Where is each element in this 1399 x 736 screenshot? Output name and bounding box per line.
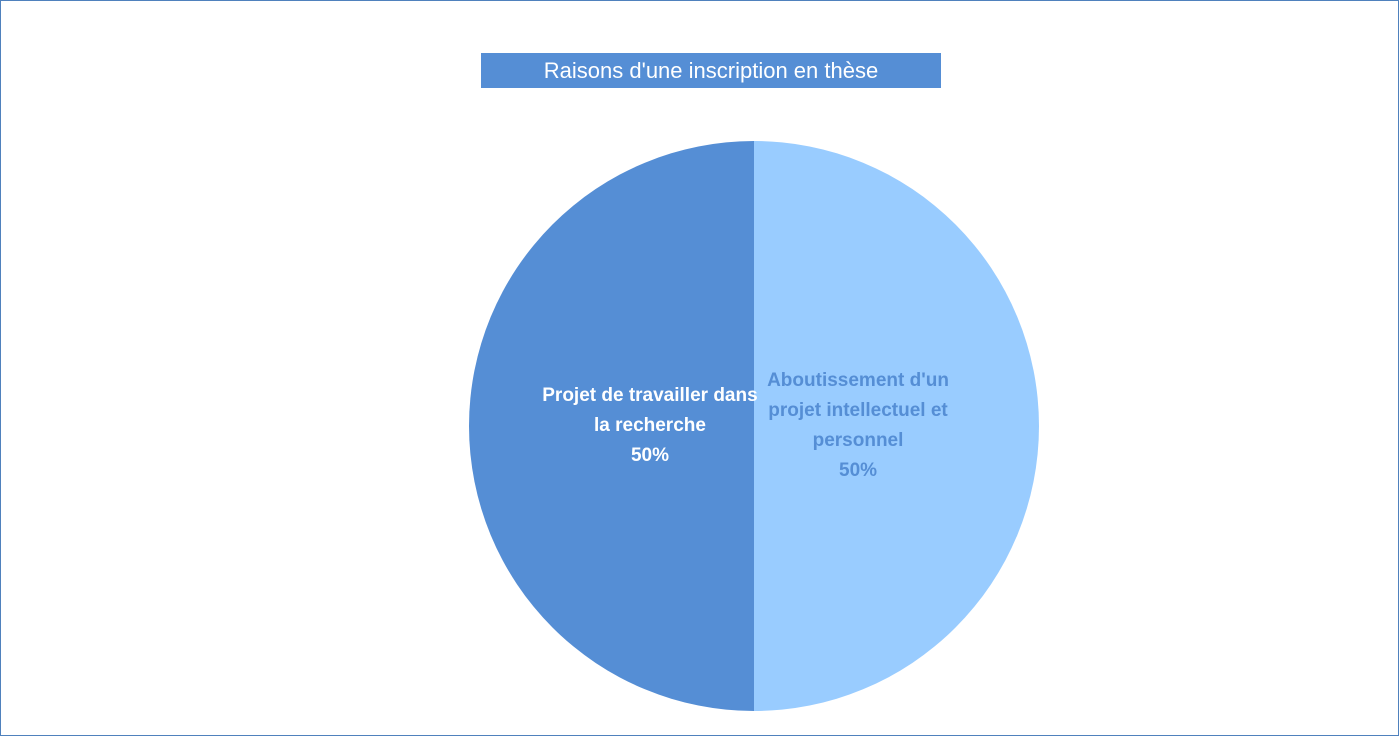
slice-name: Projet de travailler dans la recherche [542,385,758,436]
slice-value: 50% [630,445,669,466]
pie-slice [754,141,1039,711]
data-label: Projet de travailler dans la recherche 50… [537,381,762,471]
chart-title: Raisons d'une inscription en thèse [481,53,941,88]
pie-slice [469,141,754,711]
data-label: Aboutissement d'un projet intellectuel e… [746,366,971,486]
slice-name: Aboutissement d'un projet intellectuel e… [767,370,949,451]
slice-value: 50% [839,460,878,481]
